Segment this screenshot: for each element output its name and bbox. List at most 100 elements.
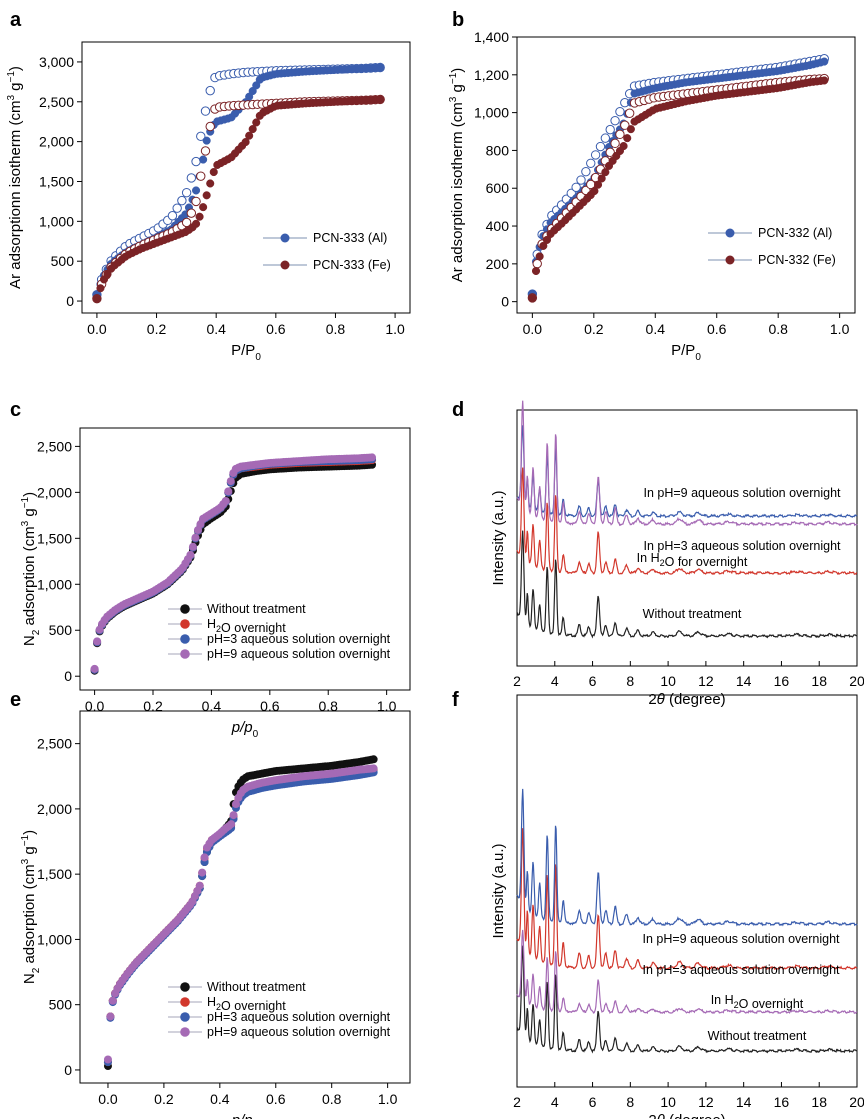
y-tick-label-b: 200 xyxy=(486,256,510,272)
x-tick-label-f: 10 xyxy=(660,1094,676,1110)
legend-marker xyxy=(180,1027,190,1037)
y-tick-label-e: 1,000 xyxy=(37,931,72,947)
y-tick-label-c: 2,000 xyxy=(37,484,72,500)
panel-f: f 2 4 6 8 10 12 14 16 18 20 Without treatment In H2O… xyxy=(452,689,864,1119)
x-tick-label-e: 0.8 xyxy=(322,1091,342,1107)
panel-label-e: e xyxy=(10,689,21,711)
data-point xyxy=(369,764,378,773)
y-tick-label-c: 0 xyxy=(64,668,72,684)
data-point-adsorption xyxy=(245,131,254,140)
legend-label-c: H2O overnight xyxy=(207,617,286,635)
y-tick-label-c: 500 xyxy=(49,622,73,638)
y-tick-label-a: 1,500 xyxy=(39,173,74,189)
series-b-1 xyxy=(527,73,829,303)
y-tick-label-c: 2,500 xyxy=(37,438,72,454)
data-point-adsorption xyxy=(199,203,208,212)
x-tick-label-b: 0.4 xyxy=(646,321,666,337)
legend-marker xyxy=(180,649,190,659)
legend-label-c: pH=3 aqueous solution overnight xyxy=(207,632,391,646)
y-tick-label-b: 400 xyxy=(486,218,510,234)
series-a-1 xyxy=(92,94,385,304)
x-tick-label-b: 0.8 xyxy=(768,321,788,337)
series-e-3 xyxy=(103,764,378,1064)
data-point-desorption xyxy=(590,150,601,160)
y-tick-label-a: 2,000 xyxy=(39,134,74,150)
x-tick-label-c: 0.0 xyxy=(85,698,105,714)
data-point-adsorption xyxy=(202,136,211,145)
data-point xyxy=(229,811,238,820)
panel-b: b 0.0 0.2 0.4 0.6 0.8 1.0 0 200 400 600 800 1,000 1,2… xyxy=(448,9,856,363)
pattern-line-f-0 xyxy=(516,945,858,1054)
y-axis-label-f: Intensity (a.u.) xyxy=(490,843,507,938)
x-tick-label-a: 0.0 xyxy=(87,321,107,337)
data-point-desorption xyxy=(186,173,197,183)
data-point xyxy=(200,853,209,862)
data-point-adsorption xyxy=(192,186,201,195)
data-point-adsorption xyxy=(539,241,548,250)
x-tick-label-c: 0.2 xyxy=(143,698,163,714)
data-point-desorption xyxy=(581,166,591,177)
data-point-desorption xyxy=(167,211,178,221)
legend-marker xyxy=(180,604,190,614)
data-point-adsorption xyxy=(202,191,211,200)
plot-frame-d xyxy=(516,409,858,667)
y-tick-label-b: 0 xyxy=(501,294,509,310)
series-c-3 xyxy=(90,453,377,673)
data-point-desorption xyxy=(615,129,625,140)
data-point-adsorption xyxy=(199,155,208,164)
pattern-line-d-3 xyxy=(516,400,858,527)
data-point-adsorption xyxy=(248,125,257,134)
x-axis-label-d: 2θ (degree) xyxy=(648,691,725,708)
x-tick-label-d: 4 xyxy=(551,673,559,689)
legend-label-a: PCN-333 (Al) xyxy=(313,231,387,245)
data-point-desorption xyxy=(620,120,630,130)
panel-d: d 2 4 6 8 10 12 14 16 18 20 Without treatment In H2O… xyxy=(452,399,864,708)
data-point-adsorption xyxy=(593,180,603,189)
data-point xyxy=(188,542,197,551)
y-tick-label-e: 2,000 xyxy=(37,801,72,817)
data-point xyxy=(93,637,102,646)
data-point xyxy=(227,820,236,829)
x-tick-label-f: 8 xyxy=(626,1094,634,1110)
x-tick-label-d: 10 xyxy=(660,673,676,689)
data-point xyxy=(103,1055,112,1064)
x-tick-label-d: 16 xyxy=(774,673,790,689)
pattern-line-f-1 xyxy=(516,929,858,1015)
legend-label-e: pH=3 aqueous solution overnight xyxy=(207,1010,391,1024)
x-tick-label-d: 2 xyxy=(513,673,521,689)
data-point-adsorption xyxy=(531,266,541,276)
trace-label-f: In pH=9 aqueous solution overnight xyxy=(642,932,840,946)
x-axis-label-c: p/p0 xyxy=(231,719,259,740)
x-tick-label-e: 0.0 xyxy=(98,1091,118,1107)
y-tick-label-a: 1,000 xyxy=(39,213,74,229)
data-point xyxy=(226,477,235,486)
data-point xyxy=(368,453,377,462)
data-point-adsorption xyxy=(206,179,215,188)
data-point-desorption xyxy=(532,258,542,269)
data-point xyxy=(369,755,378,764)
legend-marker xyxy=(180,634,190,644)
x-tick-label-a: 1.0 xyxy=(385,321,405,337)
x-tick-label-e: 1.0 xyxy=(378,1091,398,1107)
data-point-adsorption xyxy=(820,76,829,85)
data-point xyxy=(106,1012,115,1021)
x-tick-label-f: 12 xyxy=(698,1094,714,1110)
data-point-desorption xyxy=(571,182,581,192)
data-point-adsorption xyxy=(542,235,552,244)
pattern-line-d-2 xyxy=(516,425,858,519)
y-tick-label-b: 1,400 xyxy=(474,29,509,45)
legend-marker xyxy=(180,997,190,1007)
x-tick-label-b: 1.0 xyxy=(830,321,850,337)
y-tick-label-c: 1,500 xyxy=(37,530,72,546)
pattern-line-f-3 xyxy=(516,788,858,927)
data-point-desorption xyxy=(186,208,197,218)
data-point-adsorption xyxy=(597,174,606,183)
x-tick-label-a: 0.6 xyxy=(266,321,286,337)
data-point-desorption xyxy=(595,141,606,152)
x-tick-label-c: 1.0 xyxy=(377,698,397,714)
x-tick-label-d: 8 xyxy=(626,673,634,689)
data-point xyxy=(195,881,204,890)
data-point xyxy=(231,800,240,809)
x-tick-label-f: 20 xyxy=(849,1094,864,1110)
x-tick-label-c: 0.8 xyxy=(318,698,338,714)
